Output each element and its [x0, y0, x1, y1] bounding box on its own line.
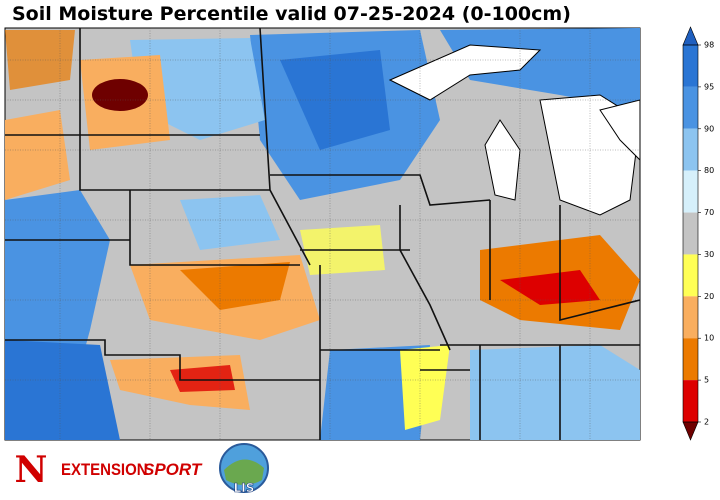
dry-region [500, 270, 600, 305]
colorbar-segment [683, 380, 698, 422]
colorbar-segment [683, 254, 698, 297]
colorbar-tick-label: 90 [704, 124, 714, 133]
lake [599, 99, 641, 162]
colorbar-tick-label: 30 [704, 250, 714, 259]
colorbar-tick-label: 80 [704, 166, 714, 175]
lake [484, 119, 521, 201]
state-borders [5, 27, 641, 440]
dry-region [400, 345, 450, 430]
nebraska-logo: N [15, 449, 48, 491]
colorbar-arrow-top [682, 26, 699, 46]
colorbar-segment [683, 86, 698, 129]
extension-logo: EXTENSION [61, 462, 148, 480]
colorbar-segment [683, 128, 698, 171]
colorbar-tick-label: 10 [704, 334, 714, 343]
colorbar-frame [682, 44, 699, 423]
moist-region [180, 195, 280, 250]
map-title: Soil Moisture Percentile valid 07-25-202… [12, 3, 571, 25]
dry-region [180, 262, 290, 310]
colorbar-tick-label: 70 [704, 208, 714, 217]
lis-logo: LIS [234, 481, 255, 495]
colorbar-tick-label: 5 [704, 376, 709, 385]
nebraska-logo-bg [16, 452, 46, 486]
dry-region [5, 110, 70, 200]
map [4, 27, 641, 441]
colorbar-segment [683, 338, 698, 381]
county-lines [5, 28, 640, 440]
moist-region [5, 340, 120, 440]
colorbar-tick-label: 20 [704, 292, 714, 301]
lis-land [224, 459, 264, 485]
colorbar-segment [683, 45, 698, 87]
colorbar: 98 95 90 80 70 30 20 10 5 2 [682, 26, 714, 441]
colorbar-tick-label: 98 [704, 41, 714, 50]
colorbar-segment [683, 296, 698, 339]
dry-region [92, 79, 148, 111]
colorbar-tick-label: 95 [704, 82, 714, 91]
sport-logo: SPORT [143, 460, 203, 479]
colorbar-tick-label: 2 [704, 418, 709, 427]
logos: N EXTENSION SPORT LIS [15, 443, 269, 495]
colorbar-arrow-bottom [682, 421, 699, 441]
dry-region [170, 365, 235, 392]
colorbar-segment [683, 170, 698, 213]
colorbar-segment [683, 212, 698, 255]
moist-region [470, 345, 640, 440]
